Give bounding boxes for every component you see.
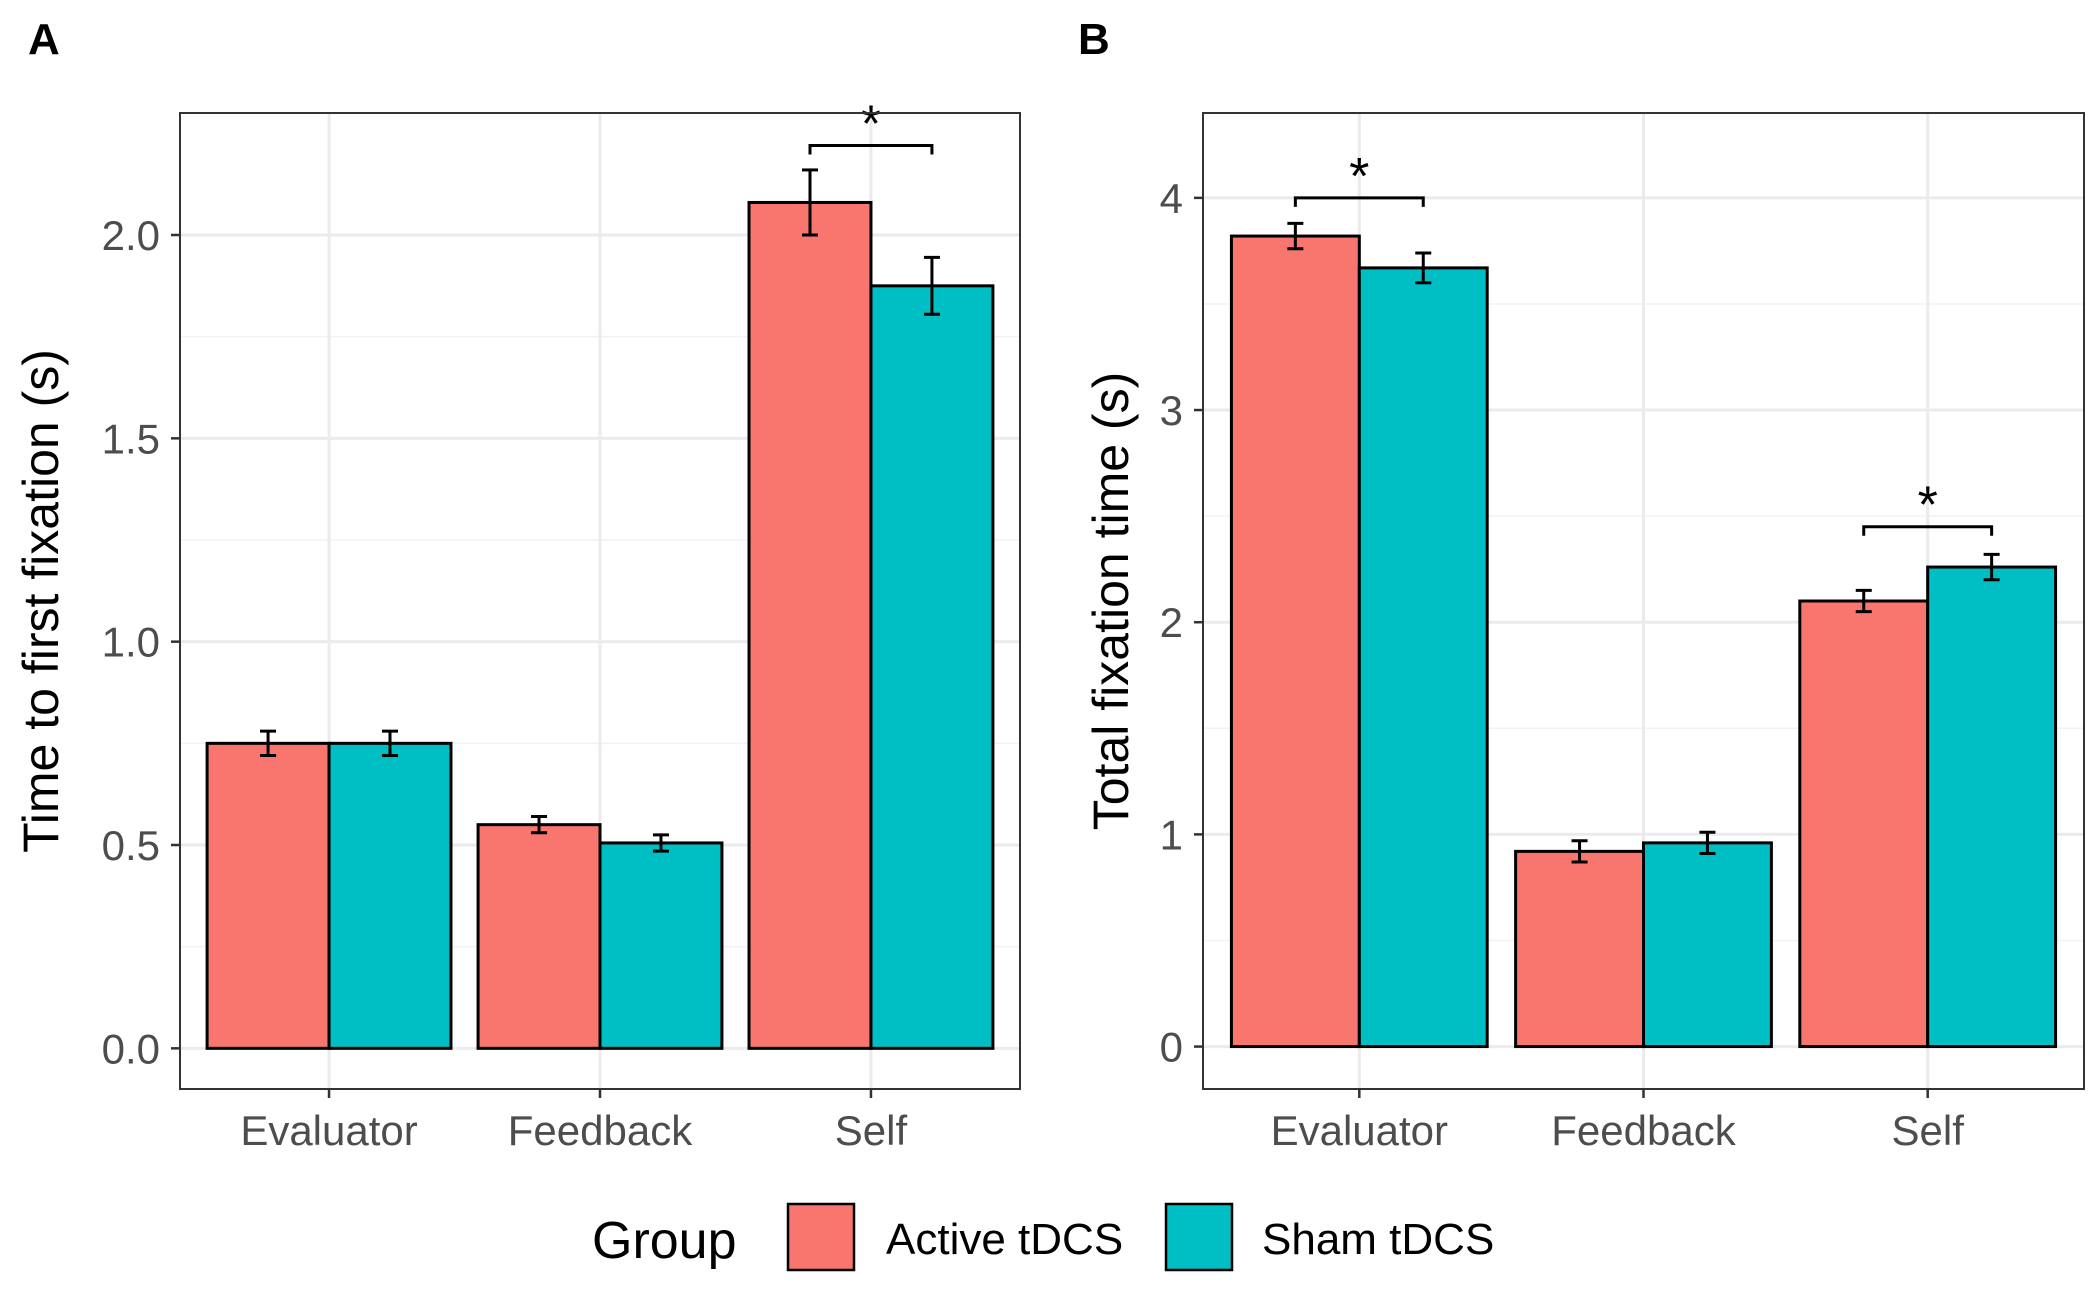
panel-a-bar-self-active xyxy=(747,200,873,1050)
panel-a-error-bar-evaluator-active xyxy=(260,729,277,758)
panel-a-error-bar-evaluator-sham xyxy=(382,729,398,758)
legend-title: Group xyxy=(592,1212,737,1270)
panel-a-bar-feedback-sham xyxy=(598,841,724,1050)
panel-b-bar-feedback-sham xyxy=(1642,841,1773,1049)
panel-a-label: A xyxy=(28,15,60,64)
panel-a-y-axis-title: Time to first fixation (s) xyxy=(13,349,69,853)
legend-label-active: Active tDCS xyxy=(886,1215,1123,1264)
panel-a-bar-self-sham xyxy=(869,284,995,1050)
panel-b-y-tick-label: 3 xyxy=(1160,387,1183,434)
panel-a: A * 0.0 0.5 1.0 1.5 2.0 Evaluator Feedback Sel… xyxy=(13,15,1021,1154)
panel-a-y-tick-label: 1.5 xyxy=(102,415,160,462)
panel-b-bar-evaluator-active xyxy=(1229,234,1361,1049)
panel-b-y-tick-label: 2 xyxy=(1160,599,1183,646)
panel-b-x-tick-label-feedback: Feedback xyxy=(1551,1107,1736,1154)
panel-b-error-bar-evaluator-active xyxy=(1287,221,1304,251)
panel-b-x-tick-label-self: Self xyxy=(1892,1107,1965,1154)
panel-a-y-tick-label: 1.0 xyxy=(102,619,160,666)
panel-a-bar-evaluator-active xyxy=(205,741,331,1050)
panel-b-significance-star: * xyxy=(1349,148,1369,206)
panel-b-y-axis-title: Total fixation time (s) xyxy=(1083,372,1139,830)
panel-a-error-bar-self-active xyxy=(802,168,818,237)
panel-a-bar-feedback-active xyxy=(476,823,602,1050)
panel-a-significance-self: * xyxy=(808,96,934,155)
panel-b-error-bar-feedback-sham xyxy=(1699,830,1716,855)
panel-b-y-tick-label: 4 xyxy=(1160,175,1183,222)
panel-b-label: B xyxy=(1078,15,1110,64)
panel-a-significance-star: * xyxy=(861,96,881,154)
legend-swatch-sham xyxy=(1164,1202,1234,1272)
panel-b: B * * 0 1 2 3 4 Evaluator Feedback Self Total f… xyxy=(1078,15,2085,1154)
panel-b-error-bar-evaluator-sham xyxy=(1415,251,1432,285)
panel-a-x-tick-label-self: Self xyxy=(835,1107,908,1154)
panel-b-bar-self-active xyxy=(1798,599,1930,1049)
panel-b-y-tick-label: 0 xyxy=(1160,1024,1183,1071)
panel-a-y-tick-label: 2.0 xyxy=(102,212,160,259)
panel-b-significance-star: * xyxy=(1918,477,1938,535)
panel-b-y-tick-label: 1 xyxy=(1160,811,1183,858)
panel-a-y-tick-label: 0.0 xyxy=(102,1025,160,1072)
panel-b-significance-self: * xyxy=(1862,477,1994,536)
panel-a-y-tick-label: 0.5 xyxy=(102,822,160,869)
panel-b-error-bar-self-sham xyxy=(1983,552,2000,582)
legend: Group Active tDCS Sham tDCS xyxy=(592,1202,1494,1272)
panel-a-error-bar-self-sham xyxy=(923,255,940,316)
panel-a-error-bar-feedback-sham xyxy=(652,833,669,853)
panel-b-bar-self-sham xyxy=(1926,565,2058,1049)
panel-a-error-bar-feedback-active xyxy=(531,815,548,835)
panel-a-x-tick-label-evaluator: Evaluator xyxy=(240,1107,417,1154)
panel-b-error-bar-feedback-active xyxy=(1571,839,1588,864)
panel-b-significance-evaluator: * xyxy=(1293,148,1425,207)
panel-b-x-tick-label-evaluator: Evaluator xyxy=(1271,1107,1448,1154)
legend-label-sham: Sham tDCS xyxy=(1262,1215,1494,1264)
legend-swatch-active xyxy=(786,1202,856,1272)
panel-a-x-tick-label-feedback: Feedback xyxy=(508,1107,693,1154)
panel-b-bar-evaluator-sham xyxy=(1357,266,1489,1049)
panel-b-bar-feedback-active xyxy=(1514,849,1646,1049)
panel-b-error-bar-self-active xyxy=(1855,588,1872,614)
panel-a-bar-evaluator-sham xyxy=(327,741,453,1050)
